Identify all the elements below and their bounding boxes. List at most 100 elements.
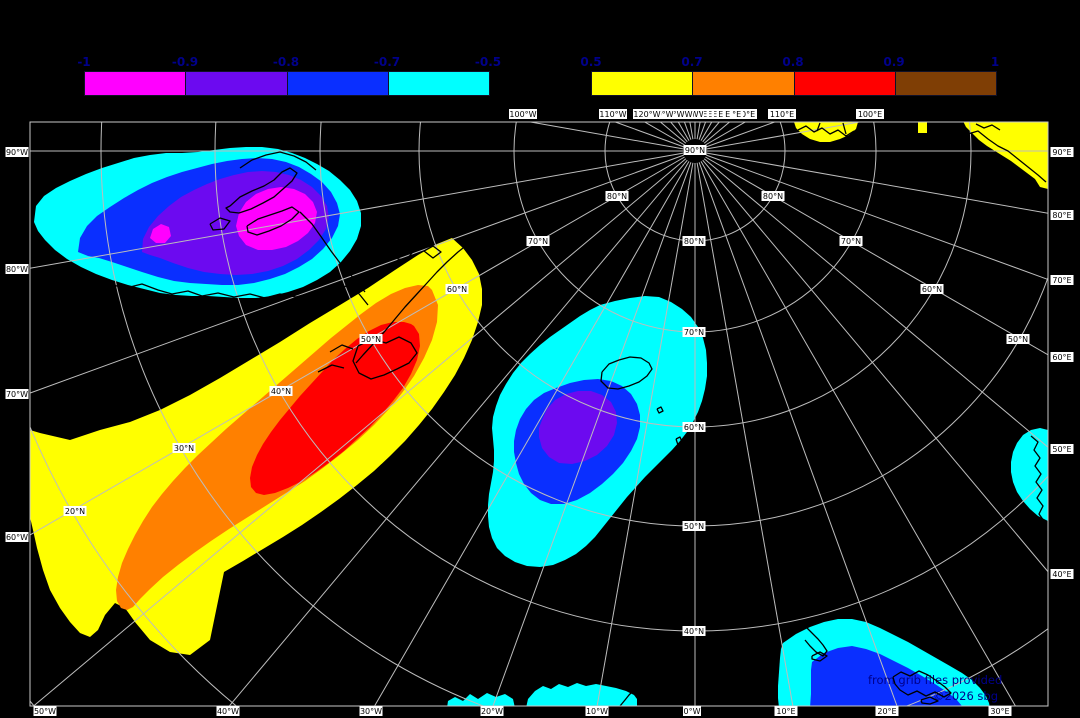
meridian-line xyxy=(702,122,720,143)
colorbar-positive-tick-label: 1 xyxy=(990,55,1000,69)
lat-label: 20°N xyxy=(65,507,85,516)
lat-label-bg xyxy=(682,521,706,531)
lon-label-left: 90°W xyxy=(6,148,28,157)
lat-label: 90°N xyxy=(685,146,705,155)
lat-label: 80°N xyxy=(763,192,783,201)
lon-label-bottom: 40°W xyxy=(217,707,239,716)
lat-label-bg xyxy=(172,443,196,453)
coastline xyxy=(239,151,317,171)
blob-atlantic-red xyxy=(250,322,420,495)
lat-label-bg xyxy=(682,327,706,337)
meridian-line xyxy=(30,154,684,394)
lon-label-bottom: 10°E xyxy=(776,707,795,716)
colorbar-negative-tick-label: -0.5 xyxy=(474,55,502,69)
lon-label-bottom-bg xyxy=(988,706,1012,716)
coastline xyxy=(696,440,707,481)
colorbar-negative-tick-label: -0.9 xyxy=(171,55,199,69)
colorbar-negative-tick-label: -0.7 xyxy=(373,55,401,69)
lat-label-bg xyxy=(761,191,785,201)
lat-label: 80°N xyxy=(607,192,627,201)
lon-label-right-bg xyxy=(1050,569,1074,579)
colorbar-negative xyxy=(84,71,490,96)
lat-label-bg xyxy=(839,236,863,246)
lon-label-right-bg xyxy=(1050,275,1074,285)
colorbar-negative-tick-label: -1 xyxy=(77,55,91,69)
meridian-line xyxy=(700,122,713,141)
coastline xyxy=(619,686,641,706)
lat-label-bg xyxy=(269,386,293,396)
blob-africa-strip-west xyxy=(447,693,515,706)
lon-label-left-bg xyxy=(5,264,29,274)
lat-label: 80°N xyxy=(684,237,704,246)
lon-label-bottom-bg xyxy=(216,706,240,716)
coastline xyxy=(811,651,828,662)
lon-label-bottom-bg xyxy=(585,706,609,716)
coastline xyxy=(225,167,298,214)
lon-label-top: 120°W xyxy=(633,110,660,119)
colorbar-negative-ticks: -1 -0.9 -0.8 -0.7 -0.5 xyxy=(77,55,501,69)
colorbar-negative-segment-2 xyxy=(287,72,389,95)
coastline xyxy=(920,696,939,705)
lon-label-top-bg xyxy=(509,109,537,119)
colorbar-positive-segment-2 xyxy=(794,72,896,95)
colorbar-positive-segment-3 xyxy=(895,72,996,95)
lon-label-right: 50°E xyxy=(1052,445,1071,454)
lat-label: 50°N xyxy=(361,335,381,344)
colorbar-positive-tick-label: 0.8 xyxy=(782,55,804,69)
colorbar-negative-tick-label: -0.8 xyxy=(272,55,300,69)
lon-label-top: 100°E xyxy=(858,110,882,119)
lon-label-right-bg xyxy=(1050,147,1074,157)
blob-arctic-islands-yellow xyxy=(794,122,858,142)
meridian-line xyxy=(696,162,794,706)
lat-label: 70°N xyxy=(841,237,861,246)
lon-label-top-bg xyxy=(856,109,884,119)
meridian-line xyxy=(596,162,694,706)
lon-label-top-bg xyxy=(633,109,661,119)
colorbar-negative-segment-3 xyxy=(388,72,489,95)
coastline xyxy=(355,243,469,364)
lat-label: 40°N xyxy=(271,387,291,396)
meridian-line xyxy=(698,162,898,706)
lat-label: 60°N xyxy=(684,423,704,432)
lon-label-right-bg xyxy=(1050,210,1074,220)
lon-label-top: 110°W xyxy=(599,110,626,119)
lon-label-right: 70°E xyxy=(1052,276,1071,285)
coastline xyxy=(816,122,821,132)
coastline xyxy=(892,670,952,698)
lon-label-top: 100°W xyxy=(509,110,536,119)
meridian-line xyxy=(706,154,1048,281)
meridian-line xyxy=(702,159,1048,573)
lon-label-bottom-bg xyxy=(683,706,701,716)
coastline xyxy=(675,436,683,446)
lon-label-bottom: 20°E xyxy=(877,707,896,716)
coastline xyxy=(209,217,231,231)
lat-label: 60°N xyxy=(922,285,942,294)
lat-label: 50°N xyxy=(684,522,704,531)
lat-label-bg xyxy=(682,626,706,636)
lon-label-bottom-bg xyxy=(875,706,899,716)
lat-label: 60°N xyxy=(447,285,467,294)
lon-label-top-bg xyxy=(599,109,627,119)
coastlines xyxy=(37,122,1047,706)
lon-label-bottom-bg xyxy=(359,706,383,716)
lon-label-right-bg xyxy=(1050,352,1074,362)
lon-label-right: 60°E xyxy=(1052,353,1071,362)
lon-label-right-bg xyxy=(1050,444,1074,454)
coastline xyxy=(799,620,828,657)
coastline xyxy=(656,406,664,414)
colorbar-positive-tick-label: 0.7 xyxy=(681,55,703,69)
coastline xyxy=(317,364,345,373)
lon-label-right: 40°E xyxy=(1052,570,1071,579)
lon-label-bottom-bg xyxy=(33,706,57,716)
meridian-line xyxy=(30,156,685,536)
lon-label-right: 90°E xyxy=(1052,148,1071,157)
colorbar-positive-tick-label: 0.5 xyxy=(580,55,602,69)
lat-label-bg xyxy=(526,236,550,246)
map-labels: 90°W 80°W 70°W 60°W 90°E 80°E 70°E 60°E 50°E 40°E… xyxy=(5,109,1074,716)
lat-label-bg xyxy=(445,284,469,294)
coastline xyxy=(423,245,442,259)
lon-label-bottom: 0°W xyxy=(684,707,701,716)
lat-label-bg xyxy=(63,506,87,516)
lon-label-bottom: 10°W xyxy=(586,707,608,716)
